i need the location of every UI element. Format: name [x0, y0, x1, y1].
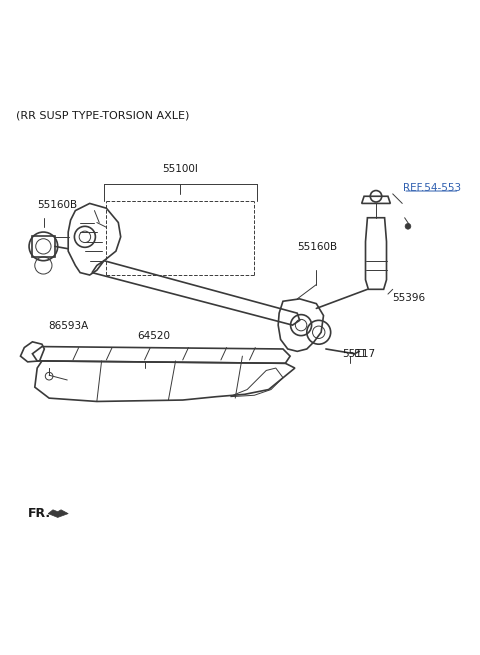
Text: (RR SUSP TYPE-TORSION AXLE): (RR SUSP TYPE-TORSION AXLE)	[16, 110, 189, 121]
Text: 55160B: 55160B	[297, 242, 337, 252]
Text: REF.54-553: REF.54-553	[403, 183, 461, 193]
Text: 55100I: 55100I	[162, 164, 198, 174]
Polygon shape	[48, 510, 68, 517]
Text: 55117: 55117	[343, 348, 376, 359]
Text: FR.: FR.	[28, 507, 51, 520]
Text: 64520: 64520	[137, 331, 170, 341]
Text: 55160B: 55160B	[37, 200, 77, 210]
Circle shape	[405, 223, 411, 229]
Text: 86593A: 86593A	[48, 321, 88, 331]
Text: 55396: 55396	[392, 293, 425, 303]
